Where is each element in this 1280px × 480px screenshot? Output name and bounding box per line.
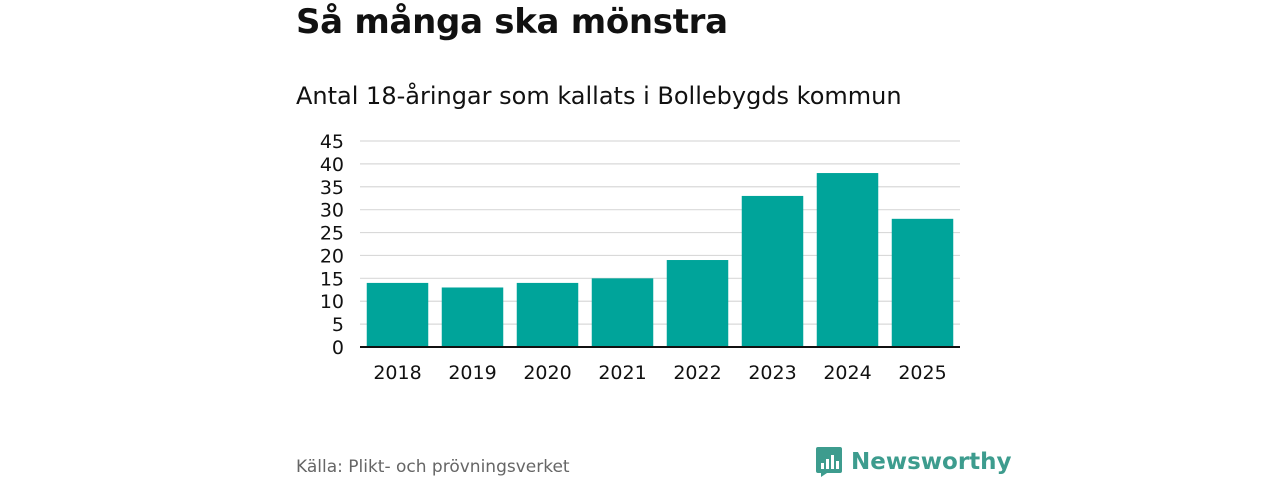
bar [666,260,729,347]
y-tick-label: 45 [320,131,344,153]
bar [441,287,504,347]
bar [741,195,804,347]
chart-subtitle: Antal 18-åringar som kallats i Bollebygd… [296,82,902,110]
x-tick-label: 2020 [523,362,571,384]
brand-name: Newsworthy [851,449,1012,475]
x-tick-label: 2019 [448,362,496,384]
bar [816,173,879,347]
y-tick-label: 10 [320,291,344,313]
bar [591,278,654,347]
y-tick-label: 25 [320,223,344,245]
newsworthy-logo-icon [816,447,842,477]
bar [366,282,429,347]
x-tick-label: 2023 [748,362,796,384]
x-tick-label: 2025 [898,362,946,384]
x-tick-label: 2024 [823,362,871,384]
y-tick-label: 30 [320,200,344,222]
chart-title: Så många ska mönstra [296,2,728,42]
x-tick-label: 2022 [673,362,721,384]
x-tick-label: 2018 [373,362,421,384]
y-tick-label: 35 [320,177,344,199]
y-tick-label: 0 [332,337,344,359]
y-tick-label: 5 [332,314,344,336]
bar [516,282,579,347]
y-tick-label: 20 [320,245,344,267]
brand-logo: Newsworthy [815,446,1012,478]
y-tick-label: 15 [320,268,344,290]
y-tick-label: 40 [320,154,344,176]
source-note: Källa: Plikt- och prövningsverket [296,457,570,477]
x-tick-label: 2021 [598,362,646,384]
bar [891,218,954,347]
